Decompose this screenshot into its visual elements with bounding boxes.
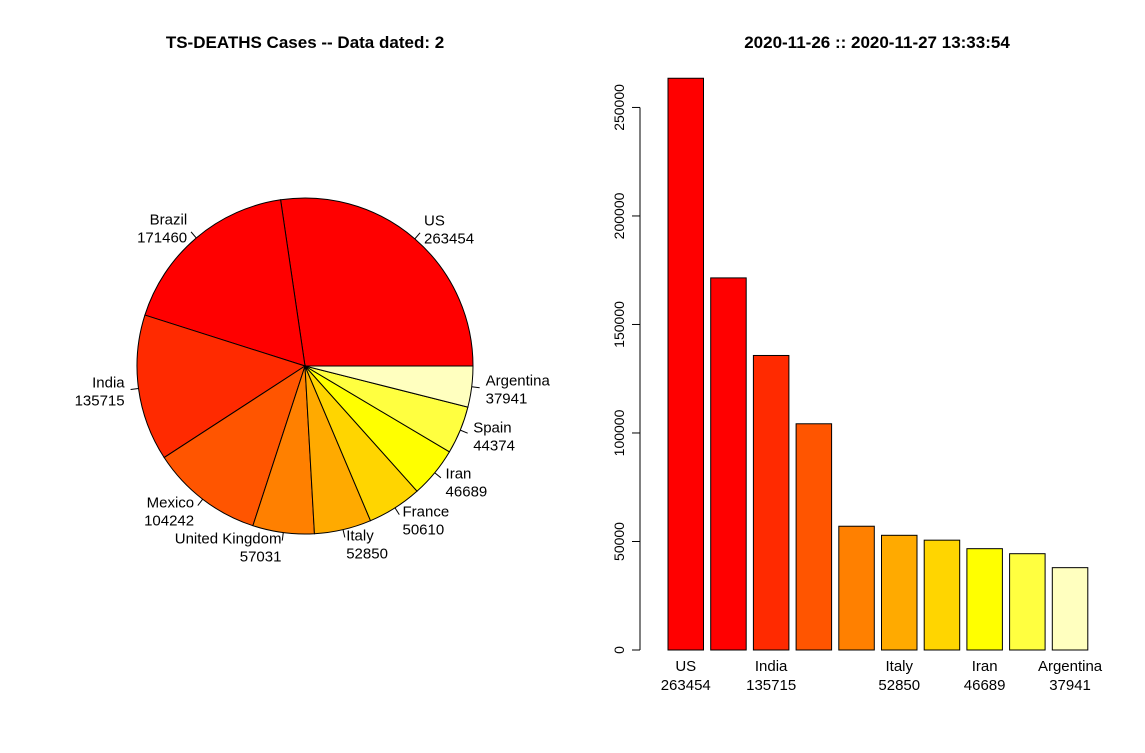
y-tick-label: 50000 — [611, 522, 627, 561]
y-tick-label: 250000 — [611, 84, 627, 131]
pie-label-france: France — [403, 504, 450, 521]
pie-value-label-spain: 44374 — [473, 437, 515, 454]
y-tick-label: 150000 — [611, 301, 627, 348]
pie-leader-france — [394, 507, 400, 515]
pie-value-label-mexico: 104242 — [144, 512, 194, 529]
pie-label-spain: Spain — [473, 419, 511, 436]
bar-us — [667, 77, 704, 651]
pie-leader-mexico — [197, 498, 204, 506]
pie-label-iran: Iran — [446, 466, 472, 483]
bar-brazil — [710, 277, 747, 651]
pie-value-label-brazil: 171460 — [137, 229, 187, 246]
x-tick-label-us: US — [675, 658, 696, 675]
pie-label-italy: Italy — [346, 527, 374, 544]
x-tick-label-italy: Italy — [885, 658, 913, 675]
pie-leader-argentina — [471, 386, 480, 389]
pie-label-argentina: Argentina — [486, 372, 551, 389]
x-tick-label-india: India — [755, 658, 788, 675]
bar-argentina — [1051, 567, 1089, 651]
bar-india — [752, 354, 790, 651]
bar-mexico — [795, 423, 833, 651]
pie-slice-mexico — [163, 364, 306, 527]
x-tick-label-iran: Iran — [972, 658, 998, 675]
pie-slice-us — [280, 197, 474, 367]
y-tick-label: 100000 — [611, 409, 627, 456]
x-tick-value-us: 263454 — [661, 677, 711, 694]
bar-italy — [881, 534, 918, 651]
pie-value-label-india: 135715 — [75, 392, 125, 409]
pie-value-label-argentina: 37941 — [486, 390, 528, 407]
pie-leader-united-kingdom — [281, 532, 284, 541]
x-tick-value-india: 135715 — [746, 677, 796, 694]
pie-label-india: India — [92, 374, 125, 391]
bar-iran — [966, 548, 1003, 651]
x-tick-value-iran: 46689 — [964, 677, 1006, 694]
pie-leader-italy — [342, 529, 346, 538]
pie-value-label-italy: 52850 — [346, 545, 388, 562]
pie-chart-title: TS-DEATHS Cases -- Data dated: 2 — [166, 33, 444, 52]
pie-value-label-us: 263454 — [424, 230, 474, 247]
pie-leader-brazil — [190, 231, 197, 239]
pie-leader-spain — [460, 429, 468, 434]
y-tick-label: 0 — [611, 646, 627, 654]
bar-chart-title: 2020-11-26 :: 2020-11-27 13:33:54 — [744, 33, 1010, 52]
bar-united-kingdom — [838, 525, 875, 651]
y-tick-label: 200000 — [611, 192, 627, 239]
bar-france — [923, 539, 961, 651]
pie-value-label-iran: 46689 — [446, 484, 488, 501]
pie-leader-us — [414, 232, 421, 240]
pie-slice-argentina — [304, 365, 474, 408]
x-tick-value-argentina: 37941 — [1049, 677, 1091, 694]
pie-leader-iran — [434, 472, 442, 479]
bar-spain — [1009, 553, 1046, 651]
pie-label-brazil: Brazil — [150, 211, 188, 228]
pie-label-united-kingdom: United Kingdom — [175, 530, 282, 547]
pie-value-label-france: 50610 — [403, 522, 445, 539]
pie-leader-india — [130, 387, 139, 391]
pie-label-us: US — [424, 212, 445, 229]
x-tick-value-italy: 52850 — [878, 677, 920, 694]
pie-label-mexico: Mexico — [147, 494, 195, 511]
x-tick-label-argentina: Argentina — [1038, 658, 1103, 675]
pie-value-label-united-kingdom: 57031 — [240, 548, 282, 565]
bar-chart: 0 50000 100000 150000 200000 250000 US 263454 In… — [611, 77, 1103, 694]
